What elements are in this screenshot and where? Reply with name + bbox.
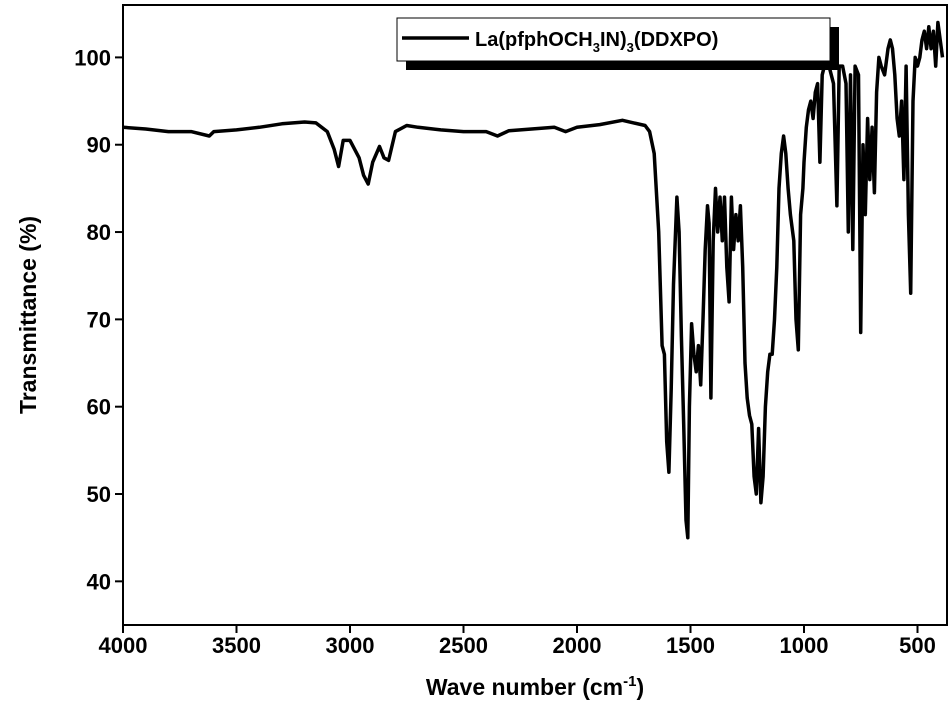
y-tick-label: 90 (87, 133, 111, 158)
y-tick-label: 70 (87, 307, 111, 332)
spectrum-line (123, 20, 945, 540)
legend-box (396, 17, 831, 62)
x-tick-label: 500 (899, 633, 936, 658)
x-tick-label: 1000 (780, 633, 829, 658)
x-tick-label: 4000 (99, 633, 148, 658)
x-axis-label: Wave number (cm-1) (426, 673, 644, 700)
legend-text: La(pfphOCH3IN)3(DDXPO) (475, 29, 718, 55)
y-axis-label: Transmittance (%) (15, 216, 41, 414)
x-tick-label: 2500 (439, 633, 488, 658)
x-tick-label: 3000 (326, 633, 375, 658)
x-tick-label: 1500 (666, 633, 715, 658)
x-tick-label: 2000 (553, 633, 602, 658)
y-tick-label: 40 (87, 569, 111, 594)
x-tick-label: 3500 (212, 633, 261, 658)
y-tick-label: 60 (87, 395, 111, 420)
plot-frame (122, 4, 948, 626)
y-tick-label: 50 (87, 482, 111, 507)
y-tick-label: 100 (74, 45, 111, 70)
y-tick-label: 80 (87, 220, 111, 245)
